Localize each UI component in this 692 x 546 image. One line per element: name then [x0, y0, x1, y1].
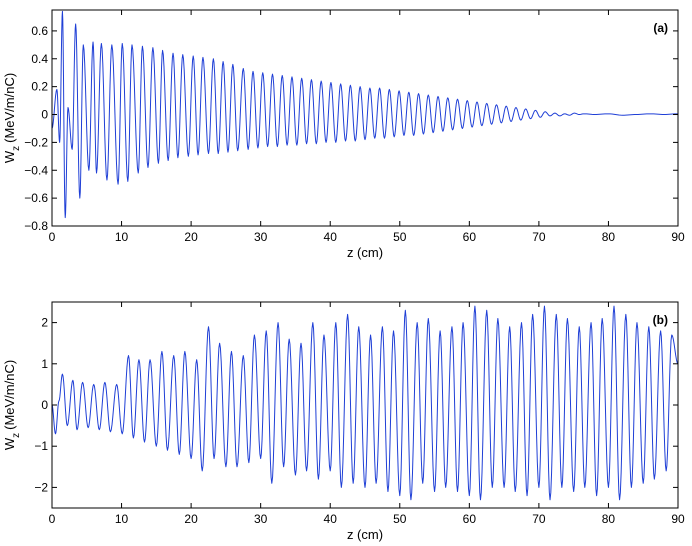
x-tick-label: 60	[463, 512, 477, 526]
y-axis-label-sub: z	[11, 146, 22, 151]
x-axis-label: z (cm)	[347, 245, 383, 260]
y-tick-label: 0.2	[31, 80, 48, 94]
y-tick-label: 0.6	[31, 24, 48, 38]
x-tick-label: 40	[324, 512, 338, 526]
x-tick-label: 60	[463, 230, 477, 244]
x-axis-label: z (cm)	[347, 527, 383, 542]
y-axis-label-unit: (MeV/m/nC)	[2, 360, 17, 430]
panel-a: 0 10 20 30 40 50 60 70 80 90 −0.8 −0.6 −0.4 −0.2 0 0.2 0…	[2, 9, 685, 260]
x-tick-label: 10	[115, 230, 129, 244]
y-tick-label: 2	[41, 316, 48, 330]
x-tick-label: 20	[184, 230, 198, 244]
y-axis-label: Wz (MeV/m/nC)	[2, 73, 22, 163]
plot-frame	[51, 9, 679, 227]
series-line	[52, 305, 678, 501]
y-tick-label: −0.2	[24, 135, 48, 149]
series-line	[52, 10, 678, 219]
y-tick-label: 0	[41, 398, 48, 412]
x-tick-label: 20	[184, 512, 198, 526]
x-tick-label: 50	[393, 512, 407, 526]
x-tick-label: 90	[671, 230, 685, 244]
x-tick-label: 50	[393, 230, 407, 244]
y-axis-label-main: W	[2, 150, 17, 163]
y-tick-label: 0.4	[31, 52, 48, 66]
x-tick-label: 80	[602, 230, 616, 244]
x-tick-label: 30	[254, 230, 268, 244]
x-tick-label: 70	[532, 512, 546, 526]
x-tick-label: 80	[602, 512, 616, 526]
x-tick-label: 70	[532, 230, 546, 244]
y-tick-label: −0.4	[24, 163, 48, 177]
y-axis-label-sub: z	[11, 433, 22, 438]
y-tick-label: 1	[41, 357, 48, 371]
x-tick-label: 90	[671, 512, 685, 526]
panel-label: (a)	[653, 21, 668, 35]
x-tick-label: 0	[49, 512, 56, 526]
y-tick-label: 0	[41, 108, 48, 122]
y-tick-label: −1	[34, 439, 48, 453]
y-axis-label-unit: (MeV/m/nC)	[2, 73, 17, 143]
y-tick-label: −2	[34, 480, 48, 494]
y-axis-label-main: W	[2, 437, 17, 450]
x-tick-label: 10	[115, 512, 129, 526]
y-tick-label: −0.6	[24, 191, 48, 205]
y-axis-label: Wz (MeV/m/nC)	[2, 360, 22, 450]
y-tick-label: −0.8	[24, 219, 48, 233]
x-tick-label: 30	[254, 512, 268, 526]
panel-b: 0 10 20 30 40 50 60 70 80 90 −2 −1 0 1 2 z (cm) Wz (MeV/m…	[2, 301, 685, 542]
panel-label: (b)	[653, 313, 668, 327]
x-tick-label: 0	[49, 230, 56, 244]
x-tick-label: 40	[324, 230, 338, 244]
